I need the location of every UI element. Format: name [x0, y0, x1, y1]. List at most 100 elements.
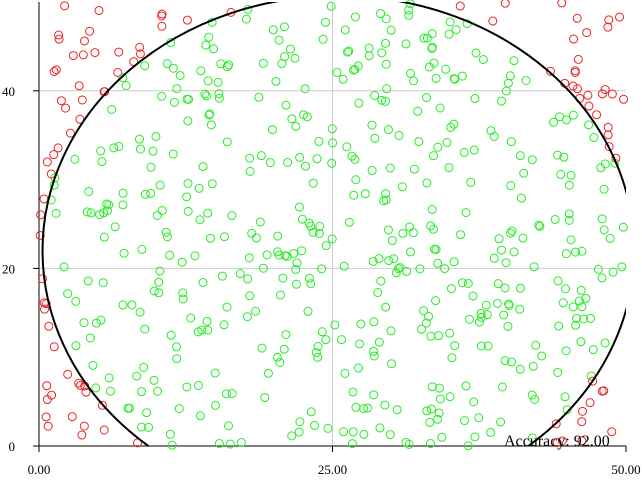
y-tick-label: 0 [9, 439, 16, 454]
point-outside [607, 89, 617, 99]
point-inside [342, 142, 352, 152]
point-inside [426, 404, 436, 414]
point-inside [351, 175, 361, 185]
point-inside [255, 217, 265, 227]
point-inside [279, 22, 289, 32]
point-inside [203, 76, 213, 86]
point-inside [281, 330, 291, 340]
point-inside [275, 357, 285, 367]
point-inside [381, 189, 391, 199]
point-outside [114, 47, 124, 57]
point-inside [146, 162, 156, 172]
point-inside [463, 278, 473, 288]
point-inside [274, 35, 284, 45]
point-inside [409, 164, 419, 174]
point-inside [339, 261, 349, 271]
point-inside [440, 264, 450, 274]
point-outside [42, 157, 52, 167]
point-inside [338, 74, 348, 84]
point-outside [63, 369, 73, 379]
point-inside [506, 228, 516, 238]
point-outside [53, 143, 63, 153]
point-inside [183, 178, 193, 188]
point-inside [178, 294, 188, 304]
point-inside [435, 394, 445, 404]
point-inside [444, 29, 454, 39]
point-inside [273, 231, 283, 241]
point-inside [564, 215, 574, 225]
point-inside [203, 325, 213, 335]
point-inside [260, 393, 270, 403]
point-inside [219, 320, 229, 330]
point-inside [419, 306, 429, 316]
point-inside [265, 158, 275, 168]
point-inside [406, 68, 416, 78]
point-inside [214, 89, 224, 99]
point-inside [381, 59, 391, 69]
point-inside [577, 246, 587, 256]
point-inside [425, 417, 435, 427]
point-inside [425, 439, 435, 449]
point-inside [347, 151, 357, 161]
point-inside [506, 137, 516, 147]
point-inside [392, 405, 402, 415]
point-inside [515, 364, 525, 374]
point-outside [49, 66, 59, 76]
point-inside [597, 273, 607, 283]
point-inside [470, 94, 480, 104]
point-inside [268, 25, 278, 35]
point-inside [107, 104, 117, 114]
point-outside [35, 230, 45, 240]
point-inside [291, 279, 301, 289]
point-inside [459, 416, 469, 426]
point-inside [404, 5, 414, 15]
point-inside [571, 320, 581, 330]
point-outside [56, 96, 66, 106]
point-inside [273, 247, 283, 257]
point-inside [380, 96, 390, 106]
point-inside [370, 133, 380, 143]
point-inside [431, 296, 441, 306]
point-inside [597, 214, 607, 224]
point-inside [242, 312, 252, 322]
point-inside [554, 321, 564, 331]
point-inside [560, 392, 570, 402]
point-inside [134, 134, 144, 144]
point-inside [210, 368, 220, 378]
point-inside [600, 338, 610, 348]
point-inside [504, 300, 514, 310]
point-inside [217, 271, 227, 281]
point-inside [476, 312, 486, 322]
point-inside [394, 130, 404, 140]
point-inside [435, 103, 445, 113]
point-inside [483, 341, 493, 351]
point-inside [283, 157, 293, 167]
point-inside [241, 14, 251, 24]
point-inside [500, 283, 510, 293]
point-inside [469, 397, 479, 407]
point-outside [60, 1, 70, 11]
point-inside [104, 373, 114, 383]
point-inside [299, 110, 309, 120]
point-inside [476, 341, 486, 351]
point-inside [466, 177, 476, 187]
point-outside [113, 67, 123, 77]
point-inside [286, 44, 296, 54]
point-outside [568, 81, 578, 91]
point-inside [404, 10, 414, 20]
point-outside [607, 427, 617, 437]
point-inside [137, 244, 147, 254]
point-inside [422, 93, 432, 103]
point-inside [162, 59, 172, 69]
point-inside [368, 346, 378, 356]
point-inside [367, 166, 377, 176]
point-inside [184, 94, 194, 104]
point-outside [74, 81, 84, 91]
point-inside [427, 42, 437, 52]
point-inside [457, 71, 467, 81]
point-inside [553, 150, 563, 160]
point-inside [424, 311, 434, 321]
point-inside [413, 106, 423, 116]
point-inside [496, 96, 506, 106]
point-inside [224, 421, 234, 431]
